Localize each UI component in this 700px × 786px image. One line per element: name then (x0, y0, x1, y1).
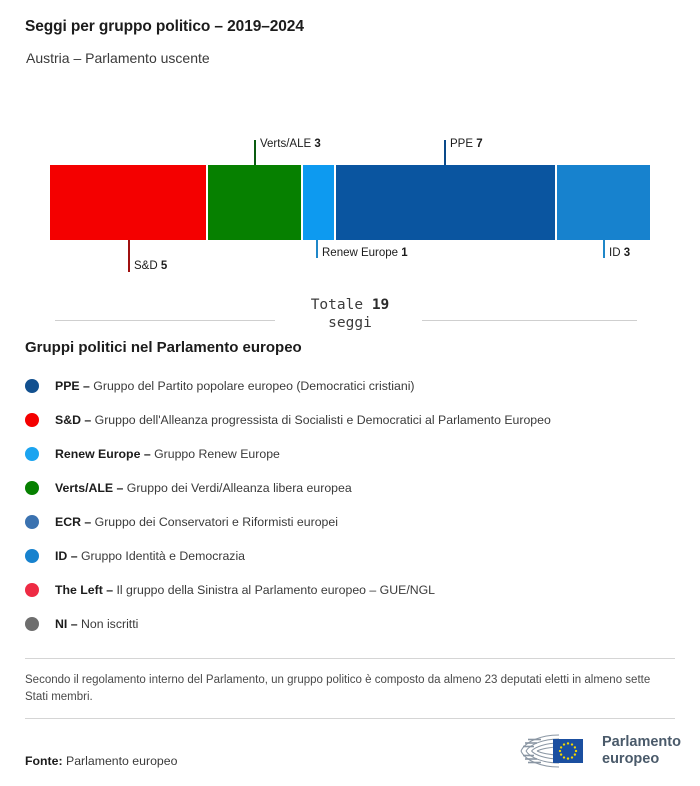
bar-label-verts-ale: Verts/ALE 3 (260, 138, 321, 150)
leader-line-ppe (444, 140, 446, 165)
bar-label-s-d: S&D 5 (134, 260, 167, 272)
leader-line-id (603, 240, 605, 258)
bar-label-value: 1 (401, 247, 408, 259)
page-subtitle: Austria – Parlamento uscente (26, 50, 210, 66)
legend-item-abbr: S&D – (55, 413, 92, 427)
legend-item-description: Il gruppo della Sinistra al Parlamento e… (113, 583, 436, 597)
total-value: 19 (371, 297, 390, 313)
legend-color-dot-icon (25, 549, 39, 563)
total-label: Totale (310, 297, 364, 313)
bar-label-value: 7 (476, 138, 483, 150)
legend-item-abbr: PPE – (55, 379, 90, 393)
bar-label-name: Renew Europe (322, 247, 402, 259)
bar-segment-renew-europe[interactable] (301, 165, 335, 240)
bar-label-name: Verts/ALE (260, 138, 315, 150)
legend-item-abbr: NI – (55, 617, 78, 631)
legend-color-dot-icon (25, 447, 39, 461)
legend-item[interactable]: ID – Gruppo Identità e Democrazia (25, 539, 675, 573)
leader-line-renew-europe (316, 240, 318, 258)
footer-divider (25, 718, 675, 719)
source-label: Fonte: (25, 754, 63, 768)
bar-label-renew-europe: Renew Europe 1 (322, 247, 408, 259)
bar-segment-id[interactable] (554, 165, 650, 240)
bar-segment-verts-ale[interactable] (205, 165, 302, 240)
bar-label-name: ID (609, 247, 624, 259)
legend-item-abbr: ECR – (55, 515, 92, 529)
legend-item-abbr: The Left – (55, 583, 114, 597)
legend-color-dot-icon (25, 583, 39, 597)
legend-item-description: Gruppo dell'Alleanza progressista di Soc… (91, 413, 551, 427)
legend-item-description: Non iscritti (77, 617, 139, 631)
legend-item-abbr: Renew Europe – (55, 447, 151, 461)
legend-item-text: ECR – Gruppo dei Conservatori e Riformis… (55, 515, 338, 529)
legend-item-text: NI – Non iscritti (55, 617, 138, 631)
legend-item[interactable]: ECR – Gruppo dei Conservatori e Riformis… (25, 505, 675, 539)
bar-label-ppe: PPE 7 (450, 138, 483, 150)
legend-color-dot-icon (25, 617, 39, 631)
legend-color-dot-icon (25, 379, 39, 393)
bar-segment-s-d[interactable] (50, 165, 206, 240)
leader-line-verts-ale (254, 140, 256, 165)
legend-heading: Gruppi politici nel Parlamento europeo (25, 339, 302, 356)
bar-label-id: ID 3 (609, 247, 630, 259)
page-title: Seggi per gruppo politico – 2019–2024 (25, 18, 304, 35)
legend-color-dot-icon (25, 515, 39, 529)
legend-item[interactable]: PPE – Gruppo del Partito popolare europe… (25, 369, 675, 403)
legend-item[interactable]: Renew Europe – Gruppo Renew Europe (25, 437, 675, 471)
hemicycle-icon (520, 734, 583, 768)
bar-label-name: S&D (134, 260, 161, 272)
logo-wordmark: Parlamento europeo (602, 734, 681, 768)
legend-item-description: Gruppo dei Conservatori e Riformisti eur… (91, 515, 338, 529)
source-line: Fonte: Parlamento europeo (25, 754, 177, 768)
legend-item[interactable]: NI – Non iscritti (25, 607, 675, 641)
logo-line-2: europeo (602, 751, 660, 767)
total-caption: Totale 19 seggi (275, 296, 425, 332)
legend-item[interactable]: The Left – Il gruppo della Sinistra al P… (25, 573, 675, 607)
legend-item-description: Gruppo Identità e Democrazia (77, 549, 246, 563)
stacked-bar-track (50, 165, 650, 240)
legend-item-abbr: Verts/ALE – (55, 481, 124, 495)
legend-item-description: Gruppo dei Verdi/Alleanza libera europea (123, 481, 352, 495)
legend-item[interactable]: Verts/ALE – Gruppo dei Verdi/Alleanza li… (25, 471, 675, 505)
bar-label-value: 3 (623, 247, 631, 259)
bar-segment-ppe[interactable] (334, 165, 555, 240)
bar-label-value: 5 (160, 260, 168, 272)
legend-item-text: ID – Gruppo Identità e Democrazia (55, 549, 245, 563)
logo-line-1: Parlamento (602, 734, 681, 750)
legend-item-text: Verts/ALE – Gruppo dei Verdi/Alleanza li… (55, 481, 352, 495)
legend-item-abbr: ID – (55, 549, 78, 563)
legend-item-text: PPE – Gruppo del Partito popolare europe… (55, 379, 415, 393)
seat-distribution-chart: S&D 5 Verts/ALE 3 Renew Europe 1 PPE 7 ID 3 (0, 0, 700, 300)
european-parliament-logo: Parlamento europeo (518, 728, 681, 774)
total-row: Totale 19 seggi (0, 296, 700, 336)
footnote-divider (25, 658, 675, 659)
legend-item-description: Gruppo Renew Europe (150, 447, 280, 461)
legend-list: PPE – Gruppo del Partito popolare europe… (25, 369, 675, 641)
legend-color-dot-icon (25, 481, 39, 495)
legend-item[interactable]: S&D – Gruppo dell'Alleanza progressista … (25, 403, 675, 437)
legend-item-text: The Left – Il gruppo della Sinistra al P… (55, 583, 435, 597)
source-value: Parlamento europeo (62, 754, 178, 768)
leader-line-s-d (128, 240, 130, 272)
footnote-text: Secondo il regolamento interno del Parla… (25, 674, 651, 703)
legend-item-text: Renew Europe – Gruppo Renew Europe (55, 447, 280, 461)
legend-color-dot-icon (25, 413, 39, 427)
legend-item-description: Gruppo del Partito popolare europeo (Dem… (89, 379, 415, 393)
legend-item-text: S&D – Gruppo dell'Alleanza progressista … (55, 413, 551, 427)
bar-label-value: 3 (314, 138, 321, 150)
total-rule-left (55, 320, 275, 321)
total-rule-right (422, 320, 637, 321)
bar-label-name: PPE (450, 138, 477, 150)
total-unit: seggi (328, 315, 372, 331)
